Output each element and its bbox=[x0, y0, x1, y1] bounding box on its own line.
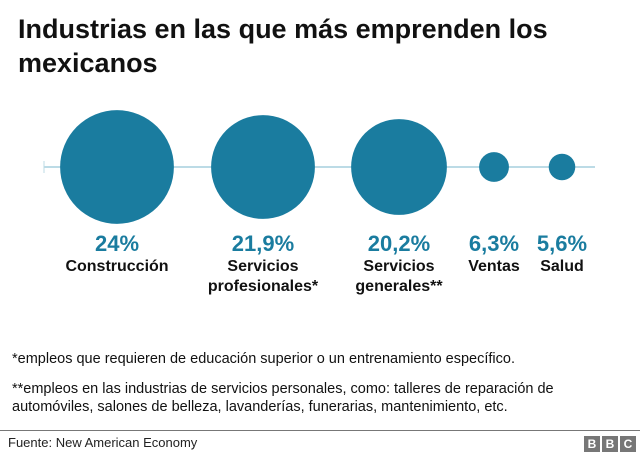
bubble-1 bbox=[211, 115, 315, 219]
footnote-2: **empleos en las industrias de servicios… bbox=[12, 381, 554, 415]
category-label: Salud bbox=[540, 258, 584, 275]
value-label: 6,3% bbox=[468, 231, 520, 256]
bubble-0 bbox=[60, 110, 174, 224]
bubble-label: 21,9% Servicios profesionales* bbox=[188, 231, 338, 297]
chart-title: Industrias en las que más emprenden los … bbox=[18, 14, 548, 78]
footer-divider bbox=[0, 430, 640, 431]
source-text: Fuente: New American Economy bbox=[8, 435, 198, 450]
value-label: 24% bbox=[94, 231, 140, 256]
category-label: generales** bbox=[355, 278, 443, 295]
category-label: profesionales* bbox=[207, 278, 319, 295]
bubble-2 bbox=[351, 119, 447, 215]
category-label: Servicios bbox=[363, 258, 435, 275]
category-label: Ventas bbox=[468, 258, 520, 275]
bubble-3 bbox=[479, 152, 509, 182]
value-label: 21,9% bbox=[231, 231, 295, 256]
bubble-chart bbox=[43, 110, 595, 224]
category-label: Servicios bbox=[227, 258, 299, 275]
bubble-4 bbox=[548, 153, 576, 181]
bubble-label: 6,3% Ventas bbox=[419, 231, 569, 277]
bubble-label: 5,6% Salud bbox=[487, 231, 637, 277]
bubble-label: 20,2% Servicios generales** bbox=[324, 231, 474, 297]
bubble-label: 24% Construcción bbox=[42, 231, 192, 277]
category-label: Construcción bbox=[65, 258, 169, 275]
value-label: 5,6% bbox=[536, 231, 588, 256]
value-label: 20,2% bbox=[367, 231, 431, 256]
footnote-1: *empleos que requieren de educación supe… bbox=[12, 351, 515, 367]
